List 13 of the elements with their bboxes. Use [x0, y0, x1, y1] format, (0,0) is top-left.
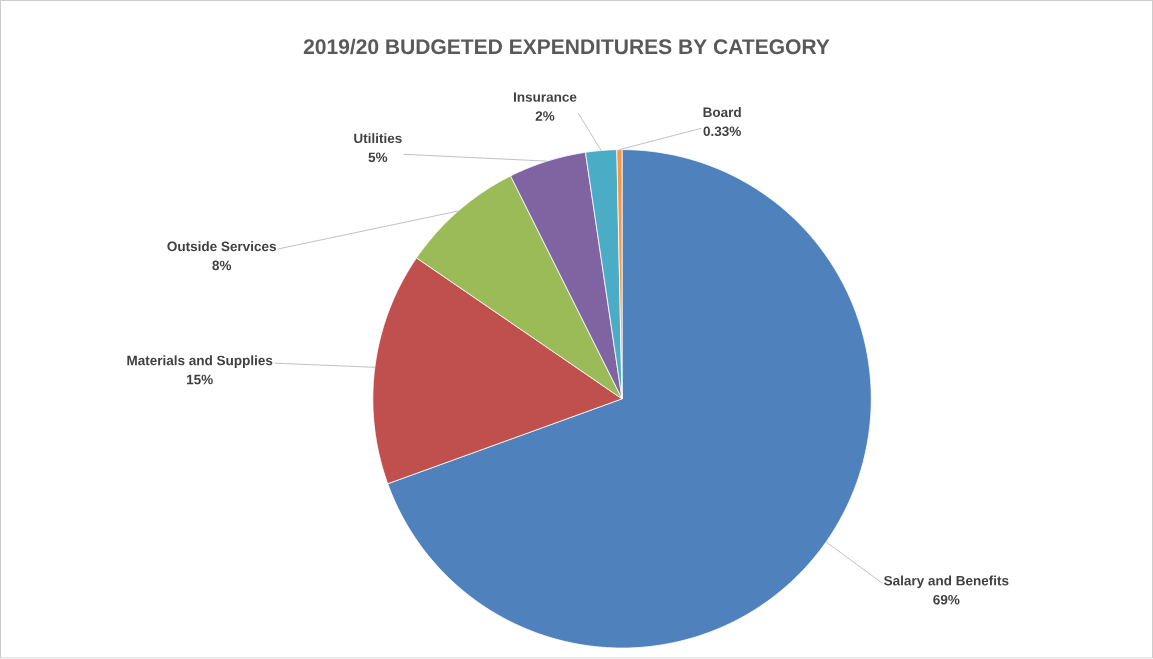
data-label: 15% [187, 374, 213, 385]
slice-label: Board [703, 107, 741, 118]
data-label: 5% [368, 152, 388, 163]
slice-label: Outside Services [167, 241, 276, 252]
slice-label: Insurance [513, 92, 577, 103]
chart-title: 2019/20 BUDGETED EXPENDITURES BY CATEGORY [303, 38, 830, 55]
data-label: 0.33% [703, 126, 741, 137]
slice-label: Materials and Supplies [127, 355, 273, 369]
data-label: 69% [933, 595, 960, 605]
slice-label: Salary and Benefits [884, 575, 1009, 589]
data-label: 2% [535, 111, 555, 122]
data-label: 8% [212, 260, 232, 271]
slice-label: Utilities [354, 133, 402, 144]
